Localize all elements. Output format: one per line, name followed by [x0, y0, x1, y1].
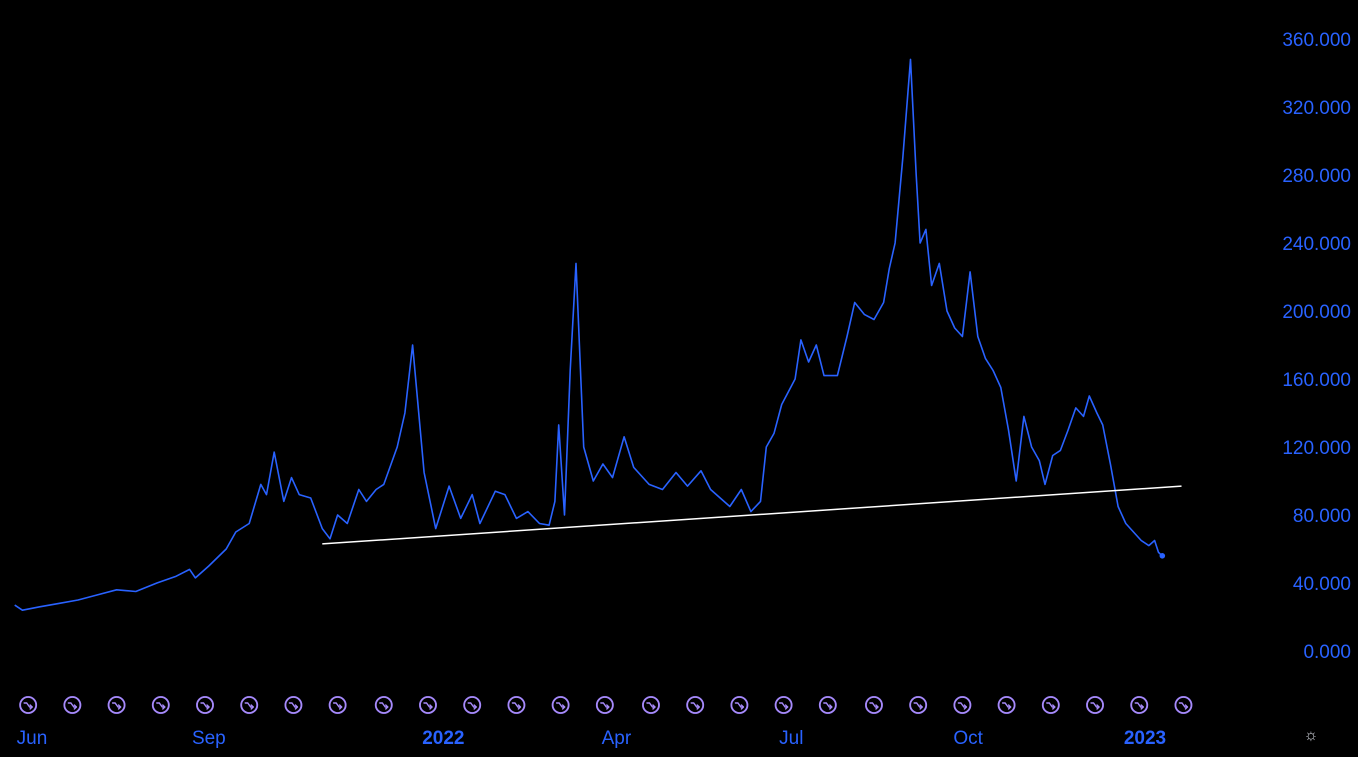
- trendline[interactable]: [322, 485, 1182, 545]
- arrow-circle-icon[interactable]: [240, 696, 259, 714]
- y-tick-label: 40.000: [1293, 574, 1351, 595]
- y-tick-label: 160.000: [1282, 370, 1351, 391]
- y-tick-label: 240.000: [1282, 234, 1351, 255]
- arrow-circle-icon[interactable]: [1086, 696, 1105, 714]
- arrow-circle-icon[interactable]: [818, 696, 837, 714]
- time-axis: Jun Sep 2022 Apr Jul Oct 2023: [17, 728, 1166, 749]
- arrow-circle-icon[interactable]: [997, 696, 1016, 714]
- y-tick-label: 360.000: [1282, 30, 1351, 51]
- settings-sun-icon[interactable]: ☼: [1303, 727, 1319, 744]
- y-tick-label: 280.000: [1282, 166, 1351, 187]
- x-tick-label: Jul: [779, 728, 803, 749]
- arrow-circle-icon[interactable]: [1174, 696, 1193, 714]
- arrow-circle-icon[interactable]: [909, 696, 928, 714]
- arrow-circle-icon[interactable]: [507, 696, 526, 714]
- arrow-circle-icon[interactable]: [595, 696, 614, 714]
- arrow-circle-icon[interactable]: [284, 696, 303, 714]
- arrow-circle-icon[interactable]: [953, 696, 972, 714]
- y-tick-label: 0.000: [1303, 642, 1351, 663]
- price-series-line: [14, 58, 1163, 611]
- arrow-circle-icon[interactable]: [551, 696, 570, 714]
- event-markers-row: [19, 696, 1193, 714]
- arrow-circle-icon[interactable]: [463, 696, 482, 714]
- y-tick-label: 120.000: [1282, 438, 1351, 459]
- x-tick-label: 2023: [1124, 728, 1166, 749]
- arrow-circle-icon[interactable]: [774, 696, 793, 714]
- x-tick-label: Oct: [953, 728, 983, 749]
- x-tick-label: Sep: [192, 728, 226, 749]
- x-tick-label: Apr: [602, 728, 632, 749]
- arrow-circle-icon[interactable]: [641, 696, 660, 714]
- arrow-circle-icon[interactable]: [107, 696, 126, 714]
- y-tick-label: 320.000: [1282, 98, 1351, 119]
- arrow-circle-icon[interactable]: [328, 696, 347, 714]
- plot-area: [14, 58, 1182, 611]
- arrow-circle-icon[interactable]: [151, 696, 170, 714]
- x-tick-label: 2022: [422, 728, 464, 749]
- arrow-circle-icon[interactable]: [1041, 696, 1060, 714]
- arrow-circle-icon[interactable]: [196, 696, 215, 714]
- arrow-circle-icon[interactable]: [374, 696, 393, 714]
- arrow-circle-icon[interactable]: [686, 696, 705, 714]
- arrow-circle-icon[interactable]: [864, 696, 883, 714]
- last-price-dot: [1159, 553, 1166, 559]
- x-tick-label: Jun: [17, 728, 48, 749]
- price-axis: 0.000 40.000 80.000 120.000 160.000 200.000 24…: [1282, 30, 1351, 663]
- arrow-circle-icon[interactable]: [1130, 696, 1149, 714]
- y-tick-label: 200.000: [1282, 302, 1351, 323]
- arrow-circle-icon[interactable]: [63, 696, 82, 714]
- arrow-circle-icon[interactable]: [418, 696, 437, 714]
- arrow-circle-icon[interactable]: [19, 696, 38, 714]
- y-tick-label: 80.000: [1293, 506, 1351, 527]
- arrow-circle-icon[interactable]: [730, 696, 749, 714]
